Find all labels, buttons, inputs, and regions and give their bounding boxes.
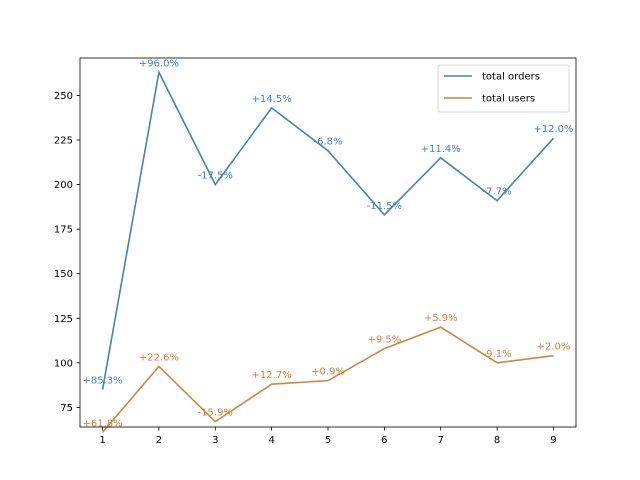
series-lines xyxy=(101,69,555,433)
data-label-total-users: +61.8% xyxy=(82,418,122,429)
x-tick-label: 2 xyxy=(156,435,162,446)
data-label-total-orders: +11.4% xyxy=(421,144,461,155)
y-tick-label: 175 xyxy=(54,225,73,236)
x-tick-label: 3 xyxy=(212,435,218,446)
data-label-total-users: +9.5% xyxy=(367,335,401,346)
y-tick-label: 125 xyxy=(54,314,73,325)
y-tick-label: 75 xyxy=(60,403,73,414)
y-tick-label: 200 xyxy=(54,180,73,191)
data-label-total-orders: -6.8% xyxy=(313,137,342,148)
x-tick-label: 6 xyxy=(381,435,387,446)
x-tick-label: 1 xyxy=(99,435,105,446)
legend-label-total-orders: total orders xyxy=(482,72,540,83)
data-label-total-orders: -7.7% xyxy=(483,187,512,198)
data-label-total-orders: +14.5% xyxy=(252,94,292,105)
data-label-total-users: +22.6% xyxy=(139,352,179,363)
y-tick-label: 150 xyxy=(54,269,73,280)
data-label-total-orders: -17.5% xyxy=(198,171,233,182)
legend-label-total-users: total users xyxy=(482,94,535,105)
data-label-total-orders: -11.5% xyxy=(367,201,402,212)
data-label-total-users: -15.9% xyxy=(198,408,233,419)
y-tick-label: 100 xyxy=(54,358,73,369)
legend: total orders total users xyxy=(437,64,570,113)
y-tick-label: 225 xyxy=(54,136,73,147)
data-label-total-users: +0.9% xyxy=(311,367,345,378)
data-label-total-orders: +85.3% xyxy=(82,376,122,387)
y-tick-label: 250 xyxy=(54,91,73,102)
x-tick-label: 9 xyxy=(550,435,556,446)
x-tick-label: 5 xyxy=(325,435,331,446)
x-tick-label: 7 xyxy=(438,435,444,446)
data-label-total-orders: +96.0% xyxy=(139,58,179,69)
data-label-total-users: -9.1% xyxy=(483,349,512,360)
series-line-total-orders xyxy=(101,69,555,390)
data-label-total-users: +12.7% xyxy=(252,370,292,381)
x-tick-label: 8 xyxy=(494,435,500,446)
data-label-total-orders: +12.0% xyxy=(533,124,573,135)
x-axis: 1 2 3 4 5 6 7 8 9 xyxy=(99,427,557,446)
data-labels: +85.3% +96.0% -17.5% +14.5% -6.8% -11.5% +11.4… xyxy=(82,58,573,429)
data-label-total-users: +5.9% xyxy=(424,313,458,324)
data-label-total-users: +2.0% xyxy=(537,342,571,353)
y-axis: 75 100 125 150 175 200 225 250 xyxy=(54,91,80,414)
x-tick-label: 4 xyxy=(268,435,274,446)
series-line-total-users xyxy=(101,326,554,433)
